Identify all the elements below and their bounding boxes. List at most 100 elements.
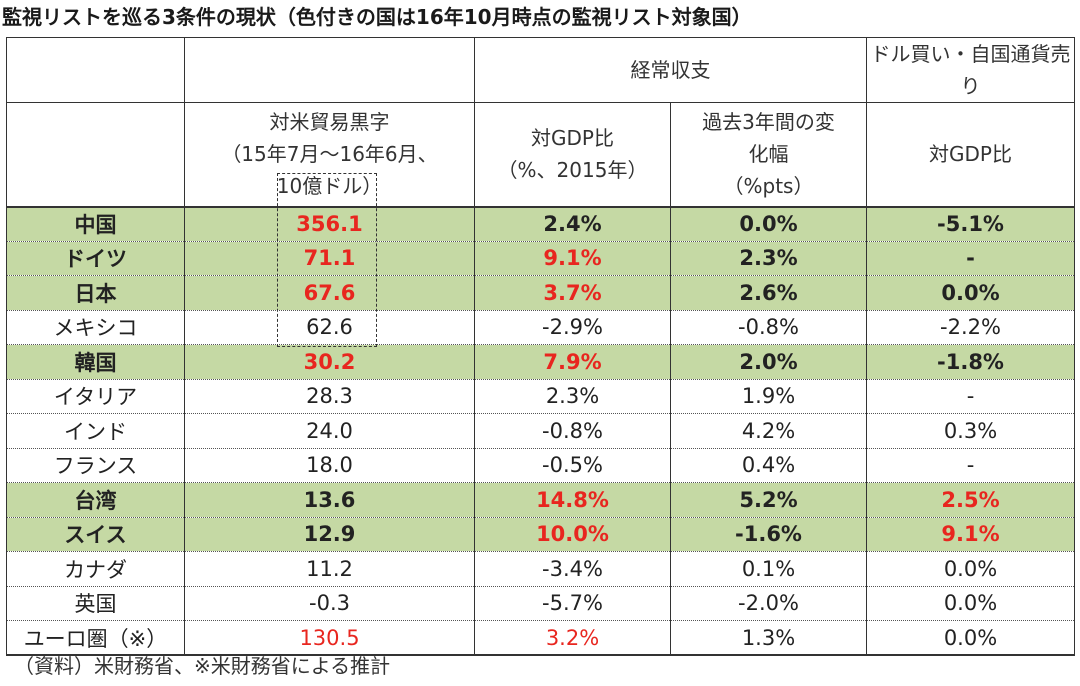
trade-surplus-cell: 24.0 (184, 413, 475, 449)
table-row: イタリア 28.3 2.3% 1.9% - (6, 378, 1075, 414)
ca-gdp-cell: 2.3% (474, 378, 671, 414)
fx-gdp-cell: - (866, 240, 1075, 276)
table-body: 中国 356.1 2.4% 0.0% -5.1% ドイツ 71.1 9.1% 2.3% - 日本 67… (6, 205, 1075, 656)
header-ca-change-line-2: 化幅 (748, 142, 789, 167)
table-row: 英国 -0.3 -5.7% -2.0% 0.0% (6, 585, 1075, 621)
table-row: 中国 356.1 2.4% 0.0% -5.1% (6, 205, 1075, 242)
table-row: インド 24.0 -0.8% 4.2% 0.3% (6, 413, 1075, 449)
ca-change-cell: 4.2% (670, 413, 867, 449)
header-ca-gdp-line-2: （%、2015年） (497, 158, 648, 183)
country-cell: メキシコ (6, 309, 185, 345)
trade-surplus-cell: 130.5 (184, 620, 475, 656)
table-row: メキシコ 62.6 -2.9% -0.8% -2.2% (6, 309, 1075, 345)
ca-change-cell: -0.8% (670, 309, 867, 345)
fx-gdp-cell: -1.8% (866, 344, 1075, 380)
fx-gdp-cell: 0.0% (866, 275, 1075, 311)
header-current-account: 経常収支 (474, 37, 867, 103)
header-trade-surplus: 対米貿易黒字 （15年7月〜16年6月、 10億ドル） (184, 102, 475, 208)
ca-gdp-cell: -0.8% (474, 413, 671, 449)
ca-gdp-cell: 2.4% (474, 205, 671, 242)
fx-gdp-cell: 0.3% (866, 413, 1075, 449)
ca-change-cell: 0.4% (670, 447, 867, 483)
country-cell: ユーロ圏（※） (6, 620, 185, 656)
country-cell: 英国 (6, 585, 185, 621)
watch-list-table: 経常収支 ドル買い・自国通貨売り 対米貿易黒字 （15年7月〜16年6月、 10… (6, 37, 1075, 656)
header-trade-line-3: 10億ドル） (276, 174, 383, 199)
ca-gdp-cell: -5.7% (474, 585, 671, 621)
ca-change-cell: 0.0% (670, 205, 867, 242)
header-row-sub: 対米貿易黒字 （15年7月〜16年6月、 10億ドル） 対GDP比 （%、201… (6, 102, 1075, 208)
ca-change-cell: 2.0% (670, 344, 867, 380)
fx-gdp-cell: 9.1% (866, 516, 1075, 552)
header-ca-gdp-line-1: 対GDP比 (531, 126, 614, 151)
ca-gdp-cell: 3.2% (474, 620, 671, 656)
ca-gdp-cell: 9.1% (474, 240, 671, 276)
header-blank-country (6, 37, 185, 103)
trade-surplus-cell: 356.1 (184, 205, 475, 242)
country-cell: スイス (6, 516, 185, 552)
fx-gdp-cell: -5.1% (866, 205, 1075, 242)
fx-gdp-cell: 2.5% (866, 482, 1075, 518)
table-row: 日本 67.6 3.7% 2.6% 0.0% (6, 275, 1075, 311)
header-fx-intervention: ドル買い・自国通貨売り (866, 37, 1075, 103)
ca-change-cell: -1.6% (670, 516, 867, 552)
source-note: （資料）米財務省、※米財務省による推計 (14, 654, 391, 678)
table-row: ドイツ 71.1 9.1% 2.3% - (6, 240, 1075, 276)
ca-change-cell: 2.6% (670, 275, 867, 311)
trade-surplus-cell: 67.6 (184, 275, 475, 311)
ca-change-cell: 5.2% (670, 482, 867, 518)
ca-change-cell: 1.3% (670, 620, 867, 656)
header-blank-country-sub (6, 102, 185, 208)
fx-gdp-cell: - (866, 378, 1075, 414)
fx-gdp-cell: 0.0% (866, 585, 1075, 621)
country-cell: 台湾 (6, 482, 185, 518)
header-ca-change: 過去3年間の変 化幅 （%pts） (670, 102, 867, 208)
trade-surplus-cell: 12.9 (184, 516, 475, 552)
header-ca-change-line-3: （%pts） (723, 174, 814, 199)
ca-gdp-cell: -2.9% (474, 309, 671, 345)
trade-surplus-cell: 28.3 (184, 378, 475, 414)
trade-surplus-cell: 30.2 (184, 344, 475, 380)
fx-gdp-cell: - (866, 447, 1075, 483)
trade-surplus-cell: 71.1 (184, 240, 475, 276)
header-trade-line-1: 対米貿易黒字 (269, 110, 390, 135)
table-row: ユーロ圏（※） 130.5 3.2% 1.3% 0.0% (6, 620, 1075, 656)
page-title: 監視リストを巡る3条件の現状（色付きの国は16年10月時点の監視リスト対象国） (2, 5, 752, 29)
header-fx-gdp: 対GDP比 (866, 102, 1075, 208)
trade-surplus-cell: 11.2 (184, 551, 475, 587)
table-row: スイス 12.9 10.0% -1.6% 9.1% (6, 516, 1075, 552)
country-cell: カナダ (6, 551, 185, 587)
header-trade-line-2: （15年7月〜16年6月、 (221, 142, 438, 167)
table-row: 台湾 13.6 14.8% 5.2% 2.5% (6, 482, 1075, 518)
table-row: 韓国 30.2 7.9% 2.0% -1.8% (6, 344, 1075, 380)
fx-gdp-cell: 0.0% (866, 551, 1075, 587)
country-cell: 中国 (6, 205, 185, 242)
ca-gdp-cell: 3.7% (474, 275, 671, 311)
ca-gdp-cell: -3.4% (474, 551, 671, 587)
ca-gdp-cell: 10.0% (474, 516, 671, 552)
ca-gdp-cell: 7.9% (474, 344, 671, 380)
country-cell: ドイツ (6, 240, 185, 276)
header-row-top: 経常収支 ドル買い・自国通貨売り (6, 37, 1075, 103)
ca-gdp-cell: 14.8% (474, 482, 671, 518)
trade-surplus-cell: 18.0 (184, 447, 475, 483)
country-cell: イタリア (6, 378, 185, 414)
ca-change-cell: 1.9% (670, 378, 867, 414)
ca-change-cell: -2.0% (670, 585, 867, 621)
header-ca-gdp: 対GDP比 （%、2015年） (474, 102, 671, 208)
trade-surplus-cell: 13.6 (184, 482, 475, 518)
table-row: フランス 18.0 -0.5% 0.4% - (6, 447, 1075, 483)
fx-gdp-cell: -2.2% (866, 309, 1075, 345)
country-cell: 日本 (6, 275, 185, 311)
ca-change-cell: 2.3% (670, 240, 867, 276)
header-blank-trade (184, 37, 475, 103)
trade-surplus-cell: 62.6 (184, 309, 475, 345)
country-cell: インド (6, 413, 185, 449)
country-cell: 韓国 (6, 344, 185, 380)
header-ca-change-line-1: 過去3年間の変 (702, 110, 835, 135)
table-row: カナダ 11.2 -3.4% 0.1% 0.0% (6, 551, 1075, 587)
fx-gdp-cell: 0.0% (866, 620, 1075, 656)
trade-surplus-cell: -0.3 (184, 585, 475, 621)
country-cell: フランス (6, 447, 185, 483)
ca-gdp-cell: -0.5% (474, 447, 671, 483)
